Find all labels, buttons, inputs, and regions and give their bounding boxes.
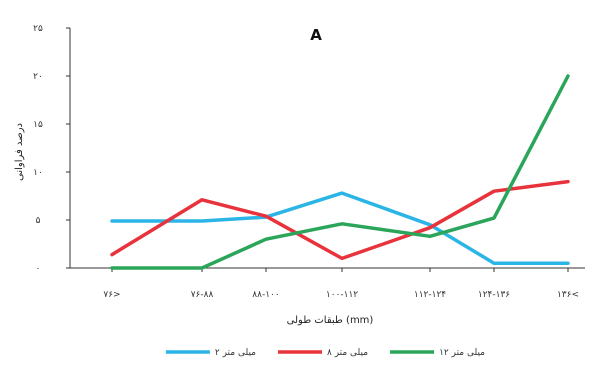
y-tick-label: ۱۵ xyxy=(33,120,43,130)
legend-label: ۱۲ میلی متر xyxy=(439,348,485,358)
x-tick-label: ۱۲۴-۱۳۶ xyxy=(478,290,510,300)
y-tick-label: ۲۰ xyxy=(33,72,43,82)
series-line-2 xyxy=(110,179,570,261)
x-tick-label: ۱۱۲-۱۲۴ xyxy=(414,290,446,300)
x-tick-label: ۷۶-۸۸ xyxy=(191,290,214,300)
y-axis-title: درصد فراوانی xyxy=(14,123,25,181)
legend: ۱۲ میلی متر ۸ میلی متر ۲ میلی متر xyxy=(165,348,485,358)
x-tick-label: ۷۶> xyxy=(103,290,120,300)
y-tick-label: ۲۵ xyxy=(33,24,43,34)
x-tick-label: ۸۸-۱۰۰ xyxy=(252,290,279,300)
y-axis-title-group: درصد فراوانی xyxy=(14,123,25,181)
y-tick-label: ۵ xyxy=(36,216,41,226)
legend-label: ۲ میلی متر xyxy=(215,348,256,358)
y-tick-label: ۰ xyxy=(36,264,41,274)
x-tick-label: ۱۳۶< xyxy=(557,290,579,300)
legend-label: ۸ میلی متر xyxy=(327,348,368,358)
y-ticks: ۰ ۵ ۱۰ ۱۵ ۲۰ ۲۵ xyxy=(33,24,70,274)
chart-title: A xyxy=(310,26,322,44)
series-lines xyxy=(110,74,570,270)
series-line-3 xyxy=(110,74,570,270)
y-tick-label: ۱۰ xyxy=(33,168,43,178)
series-line-1 xyxy=(110,191,570,265)
x-tick-label: ۱۰۰-۱۱۲ xyxy=(326,290,358,300)
x-ticks: ۷۶> ۷۶-۸۸ ۸۸-۱۰۰ ۱۰۰-۱۱۲ ۱۱۲-۱۲۴ ۱۲۴-۱۳۶ ۱۳۶< xyxy=(103,268,579,300)
x-axis-title: طبقات طولی (mm) xyxy=(287,315,374,326)
